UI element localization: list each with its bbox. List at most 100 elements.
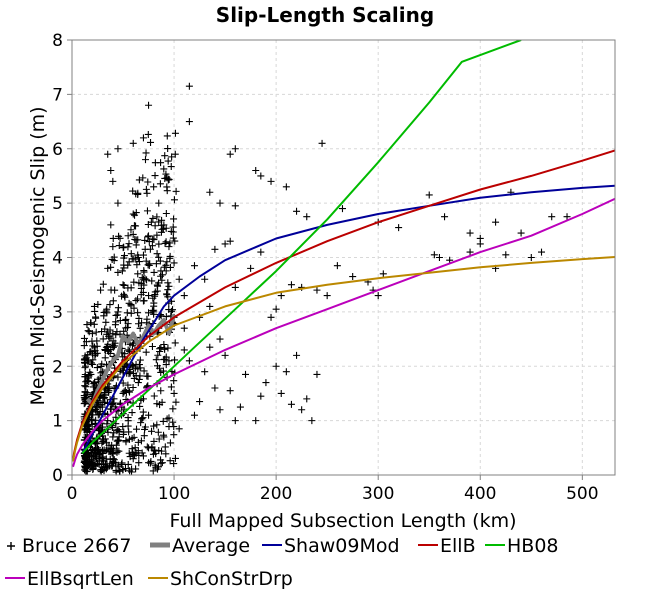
scatter-point xyxy=(134,295,142,303)
scatter-point xyxy=(155,199,163,207)
scatter-point xyxy=(162,361,170,369)
scatter-point xyxy=(163,258,171,266)
scatter-layer xyxy=(80,82,571,476)
scatter-point xyxy=(144,261,152,269)
scatter-point xyxy=(164,293,172,301)
scatter-point xyxy=(129,451,137,459)
scatter-point xyxy=(206,188,214,196)
scatter-point xyxy=(96,454,104,462)
scatter-point xyxy=(277,292,285,300)
scatter-point xyxy=(158,271,166,279)
scatter-point xyxy=(130,278,138,286)
scatter-point xyxy=(116,316,124,324)
scatter-point xyxy=(85,460,93,468)
scatter-point xyxy=(135,258,143,266)
scatter-point xyxy=(166,439,174,447)
scatter-point xyxy=(466,229,474,237)
scatter-point xyxy=(323,292,331,300)
scatter-point xyxy=(166,254,174,262)
scatter-point xyxy=(106,455,114,463)
scatter-point xyxy=(92,440,100,448)
scatter-point xyxy=(80,334,88,342)
scatter-point xyxy=(125,370,133,378)
scatter-point xyxy=(133,425,141,433)
series-line-ellbsqrtlen xyxy=(72,197,615,468)
scatter-point xyxy=(118,267,126,275)
scatter-point xyxy=(124,232,132,240)
scatter-point xyxy=(563,213,571,221)
scatter-point xyxy=(158,276,166,284)
scatter-point xyxy=(308,417,316,425)
scatter-point xyxy=(88,456,96,464)
scatter-point xyxy=(138,415,146,423)
scatter-point xyxy=(162,313,170,321)
scatter-point xyxy=(82,467,90,475)
scatter-point xyxy=(118,292,126,300)
scatter-point xyxy=(168,153,176,161)
scatter-point xyxy=(132,236,140,244)
scatter-point xyxy=(163,183,171,191)
scatter-point xyxy=(107,263,115,271)
x-tick-label: 400 xyxy=(464,484,496,504)
scatter-point xyxy=(151,292,159,300)
scatter-point xyxy=(150,183,158,191)
scatter-point xyxy=(172,187,180,195)
series-line-shconstrdrp xyxy=(72,256,615,462)
scatter-point xyxy=(242,370,250,378)
scatter-point xyxy=(257,248,265,256)
scatter-point xyxy=(91,307,99,315)
scatter-point xyxy=(226,237,234,245)
scatter-point xyxy=(92,462,100,470)
scatter-point xyxy=(141,245,149,253)
scatter-point xyxy=(164,286,172,294)
scatter-point xyxy=(175,275,183,283)
scatter-point xyxy=(122,315,130,323)
plot-border xyxy=(71,39,616,476)
scatter-point xyxy=(349,273,357,281)
scatter-point xyxy=(206,302,214,310)
scatter-point xyxy=(116,234,124,242)
scatter-point xyxy=(94,300,102,308)
scatter-point xyxy=(395,224,403,232)
scatter-point xyxy=(81,382,89,390)
scatter-point xyxy=(180,324,188,332)
scatter-point xyxy=(185,118,193,126)
scatter-point xyxy=(190,262,198,270)
scatter-point xyxy=(169,223,177,231)
scatter-point xyxy=(141,236,149,244)
scatter-point xyxy=(134,379,142,387)
scatter-point xyxy=(140,432,148,440)
scatter-point xyxy=(89,453,97,461)
scatter-point xyxy=(170,389,178,397)
scatter-point xyxy=(148,343,156,351)
scatter-point xyxy=(155,240,163,248)
scatter-point xyxy=(169,418,177,426)
scatter-point xyxy=(110,257,118,265)
scatter-point xyxy=(257,172,265,180)
scatter-point xyxy=(170,259,178,267)
scatter-point xyxy=(82,458,90,466)
scatter-point xyxy=(129,139,137,147)
scatter-point xyxy=(160,263,168,271)
scatter-point xyxy=(125,258,133,266)
scatter-point xyxy=(124,417,132,425)
scatter-point xyxy=(175,425,183,433)
scatter-point xyxy=(287,281,295,289)
scatter-point xyxy=(132,297,140,305)
scatter-point xyxy=(127,250,135,258)
scatter-point xyxy=(115,427,123,435)
scatter-point xyxy=(171,339,179,347)
scatter-point xyxy=(272,305,280,313)
scatter-point xyxy=(104,150,112,158)
scatter-point xyxy=(134,438,142,446)
axes: 0 100 200 300 400 500 0 1 2 3 4 5 6 7 8 xyxy=(52,31,616,504)
legend-label: EllBsqrtLen xyxy=(27,568,134,590)
x-tick-label: 100 xyxy=(158,484,190,504)
scatter-point xyxy=(104,428,112,436)
scatter-point xyxy=(130,222,138,230)
scatter-point xyxy=(293,207,301,215)
scatter-point xyxy=(99,438,107,446)
scatter-point xyxy=(267,177,275,185)
scatter-point xyxy=(144,233,152,241)
